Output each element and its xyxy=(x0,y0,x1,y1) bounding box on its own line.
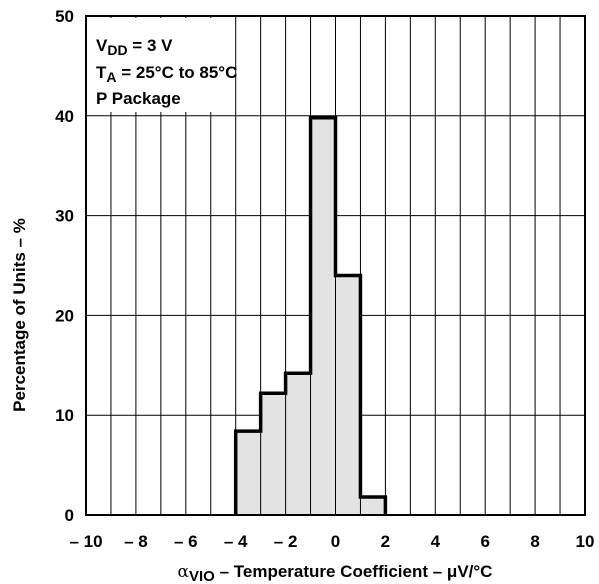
x-tick-label: 0 xyxy=(331,532,340,551)
x-tick-label: 2 xyxy=(381,532,390,551)
histogram-outline xyxy=(233,116,388,515)
histogram-bar xyxy=(310,117,336,516)
x-tick-label: – 6 xyxy=(174,532,198,551)
histogram-bar xyxy=(335,275,361,515)
grid-lines xyxy=(86,16,585,515)
x-tick-label: – 8 xyxy=(124,532,148,551)
x-tick-label: – 10 xyxy=(69,532,102,551)
x-tick-label: 8 xyxy=(530,532,539,551)
x-tick-label: – 4 xyxy=(224,532,248,551)
x-tick-label: 4 xyxy=(431,532,441,551)
y-tick-label: 10 xyxy=(55,406,74,425)
y-tick-label: 50 xyxy=(55,7,74,26)
y-axis-title: Percentage of Units – % xyxy=(10,218,29,412)
x-axis-symbol: α xyxy=(178,562,190,582)
annotation-package: P Package xyxy=(96,89,181,108)
x-tick-label: – 2 xyxy=(274,532,298,551)
y-tick-label: 0 xyxy=(65,506,74,525)
histogram-bar xyxy=(360,497,386,515)
histogram-bar xyxy=(285,373,311,515)
y-tick-labels: 0 10 20 30 40 50 xyxy=(55,7,74,525)
plot-frame xyxy=(85,15,586,516)
x-tick-label: 6 xyxy=(480,532,489,551)
histogram-bar xyxy=(235,431,261,515)
x-axis-text: – Temperature Coefficient – μV/°C xyxy=(215,562,493,581)
y-tick-label: 30 xyxy=(55,207,74,226)
histogram-bars xyxy=(233,116,388,516)
histogram-bar xyxy=(260,393,286,515)
annotation-vdd: VDD = 3 V xyxy=(96,36,173,58)
x-tick-label: 10 xyxy=(576,532,595,551)
annotation-ta: TA = 25°C to 85°C xyxy=(96,63,237,85)
y-tick-label: 40 xyxy=(55,107,74,126)
x-tick-labels: – 10 – 8 – 6 – 4 – 2 0 2 4 6 8 10 xyxy=(69,532,594,551)
x-axis-subscript: VIO xyxy=(189,568,215,584)
annotation-box xyxy=(88,18,234,112)
y-tick-label: 20 xyxy=(55,306,74,325)
x-axis-title: αVIO – Temperature Coefficient – μV/°C xyxy=(178,562,493,584)
